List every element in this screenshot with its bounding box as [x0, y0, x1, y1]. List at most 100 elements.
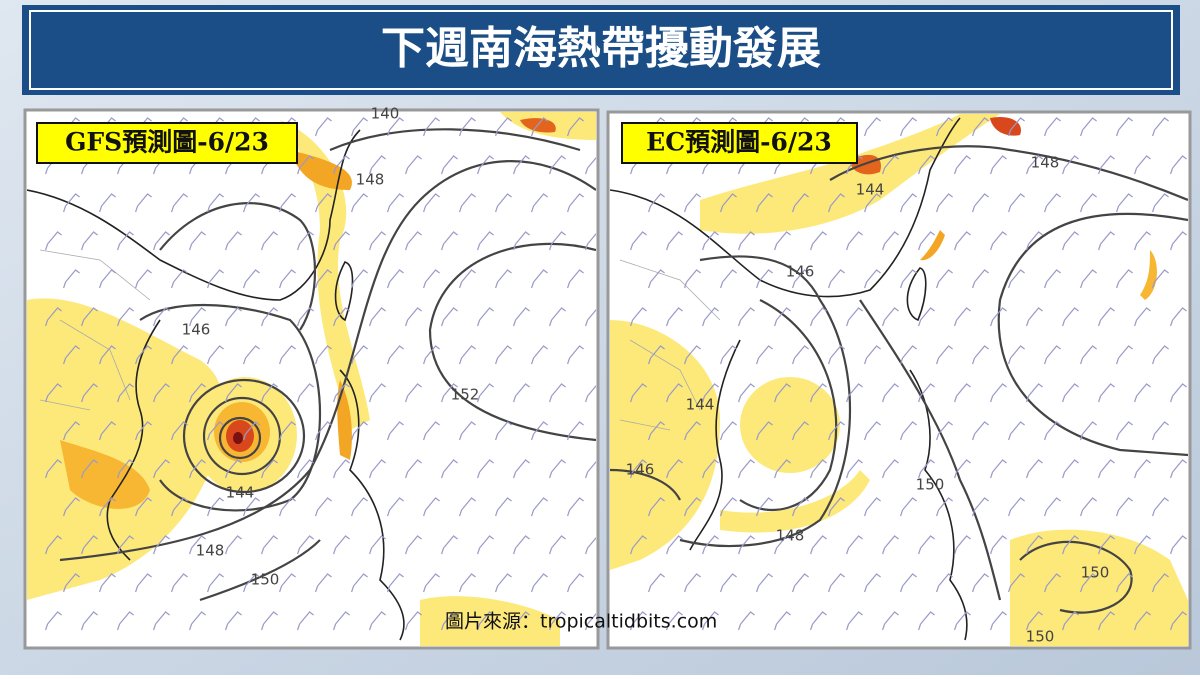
wind-barb	[936, 117, 953, 137]
wind-barb	[738, 535, 755, 555]
wind-barb	[171, 193, 188, 213]
wind-barb	[972, 117, 989, 137]
wind-barb	[45, 535, 62, 555]
wind-barb	[495, 345, 512, 365]
wind-barb	[315, 193, 332, 213]
wind-barb	[495, 497, 512, 517]
wind-barb	[567, 117, 584, 137]
wind-barb	[918, 611, 935, 631]
wind-barb	[756, 193, 773, 213]
wind-barb	[549, 307, 566, 327]
wind-barb	[1026, 231, 1043, 251]
wind-barb	[792, 421, 809, 441]
wind-barb	[171, 345, 188, 365]
wind-barb	[189, 535, 206, 555]
wind-barb	[864, 497, 881, 517]
wind-barb	[333, 611, 350, 631]
panel-label: EC預測圖-6/23	[646, 128, 832, 157]
wind-barb	[684, 345, 701, 365]
wind-barb	[1098, 535, 1115, 555]
wind-barb	[756, 345, 773, 365]
wind-barb	[459, 497, 476, 517]
wind-barb	[495, 117, 512, 137]
wind-barb	[648, 497, 665, 517]
wind-barb	[828, 421, 845, 441]
title-bar	[22, 5, 1180, 95]
wind-barb	[684, 497, 701, 517]
wind-barb	[882, 307, 899, 327]
wind-barb	[630, 535, 647, 555]
wind-barb	[459, 269, 476, 289]
wind-barb	[918, 307, 935, 327]
wind-barb	[423, 421, 440, 441]
wind-barb	[1152, 345, 1169, 365]
wind-barb	[1170, 231, 1187, 251]
wind-barb	[1008, 345, 1025, 365]
wind-barb	[864, 345, 881, 365]
wind-barb	[333, 535, 350, 555]
wind-barb	[1062, 611, 1079, 631]
wind-barb	[423, 345, 440, 365]
wind-barb	[720, 421, 737, 441]
wind-barb	[630, 611, 647, 631]
wind-barb	[1152, 497, 1169, 517]
wind-barb	[630, 459, 647, 479]
wind-barb	[990, 155, 1007, 175]
wind-barb	[972, 573, 989, 593]
wind-barb	[477, 535, 494, 555]
wind-barb	[189, 231, 206, 251]
wind-barb	[1170, 307, 1187, 327]
wind-barb	[477, 231, 494, 251]
wind-barb	[315, 497, 332, 517]
wind-barb	[756, 573, 773, 593]
wind-barb	[954, 155, 971, 175]
wind-barb	[297, 535, 314, 555]
wind-barb	[243, 345, 260, 365]
wind-barb	[153, 611, 170, 631]
wind-barb	[585, 384, 596, 403]
wind-barb	[459, 573, 476, 593]
contour-label: 148	[356, 171, 385, 189]
wind-barb	[351, 269, 368, 289]
wind-barb	[45, 231, 62, 251]
wind-barb	[756, 421, 773, 441]
wind-barb	[351, 345, 368, 365]
wind-barb	[1026, 383, 1043, 403]
wind-barb	[261, 231, 278, 251]
wind-barb	[153, 307, 170, 327]
wind-barb	[585, 460, 596, 479]
wind-barb	[846, 535, 863, 555]
wind-barb	[261, 611, 278, 631]
wind-barb	[666, 383, 683, 403]
wind-barb	[828, 345, 845, 365]
wind-barb	[828, 573, 845, 593]
wind-barb	[153, 383, 170, 403]
wind-barb	[351, 497, 368, 517]
wind-barb	[63, 497, 80, 517]
wind-barb	[1116, 269, 1133, 289]
wind-barb	[279, 421, 296, 441]
wind-barb	[738, 611, 755, 631]
wind-barb	[1134, 459, 1151, 479]
wind-barb	[549, 459, 566, 479]
wind-barb	[684, 421, 701, 441]
wind-barb	[531, 421, 548, 441]
wind-barb	[351, 421, 368, 441]
wind-barb	[810, 459, 827, 479]
wind-barb	[513, 155, 530, 175]
wind-barb	[369, 155, 386, 175]
wind-barb	[405, 611, 422, 631]
wind-barb	[549, 383, 566, 403]
wind-barb	[423, 497, 440, 517]
wind-barb	[351, 193, 368, 213]
wind-barb	[63, 421, 80, 441]
wind-barb	[189, 383, 206, 403]
contour-label: 146	[182, 321, 211, 339]
wind-barb	[738, 459, 755, 479]
wind-barb	[972, 345, 989, 365]
wind-barb	[954, 459, 971, 479]
wind-barb	[1098, 155, 1115, 175]
wind-barb	[1098, 611, 1115, 631]
wind-barb	[531, 497, 548, 517]
wind-barb	[351, 573, 368, 593]
